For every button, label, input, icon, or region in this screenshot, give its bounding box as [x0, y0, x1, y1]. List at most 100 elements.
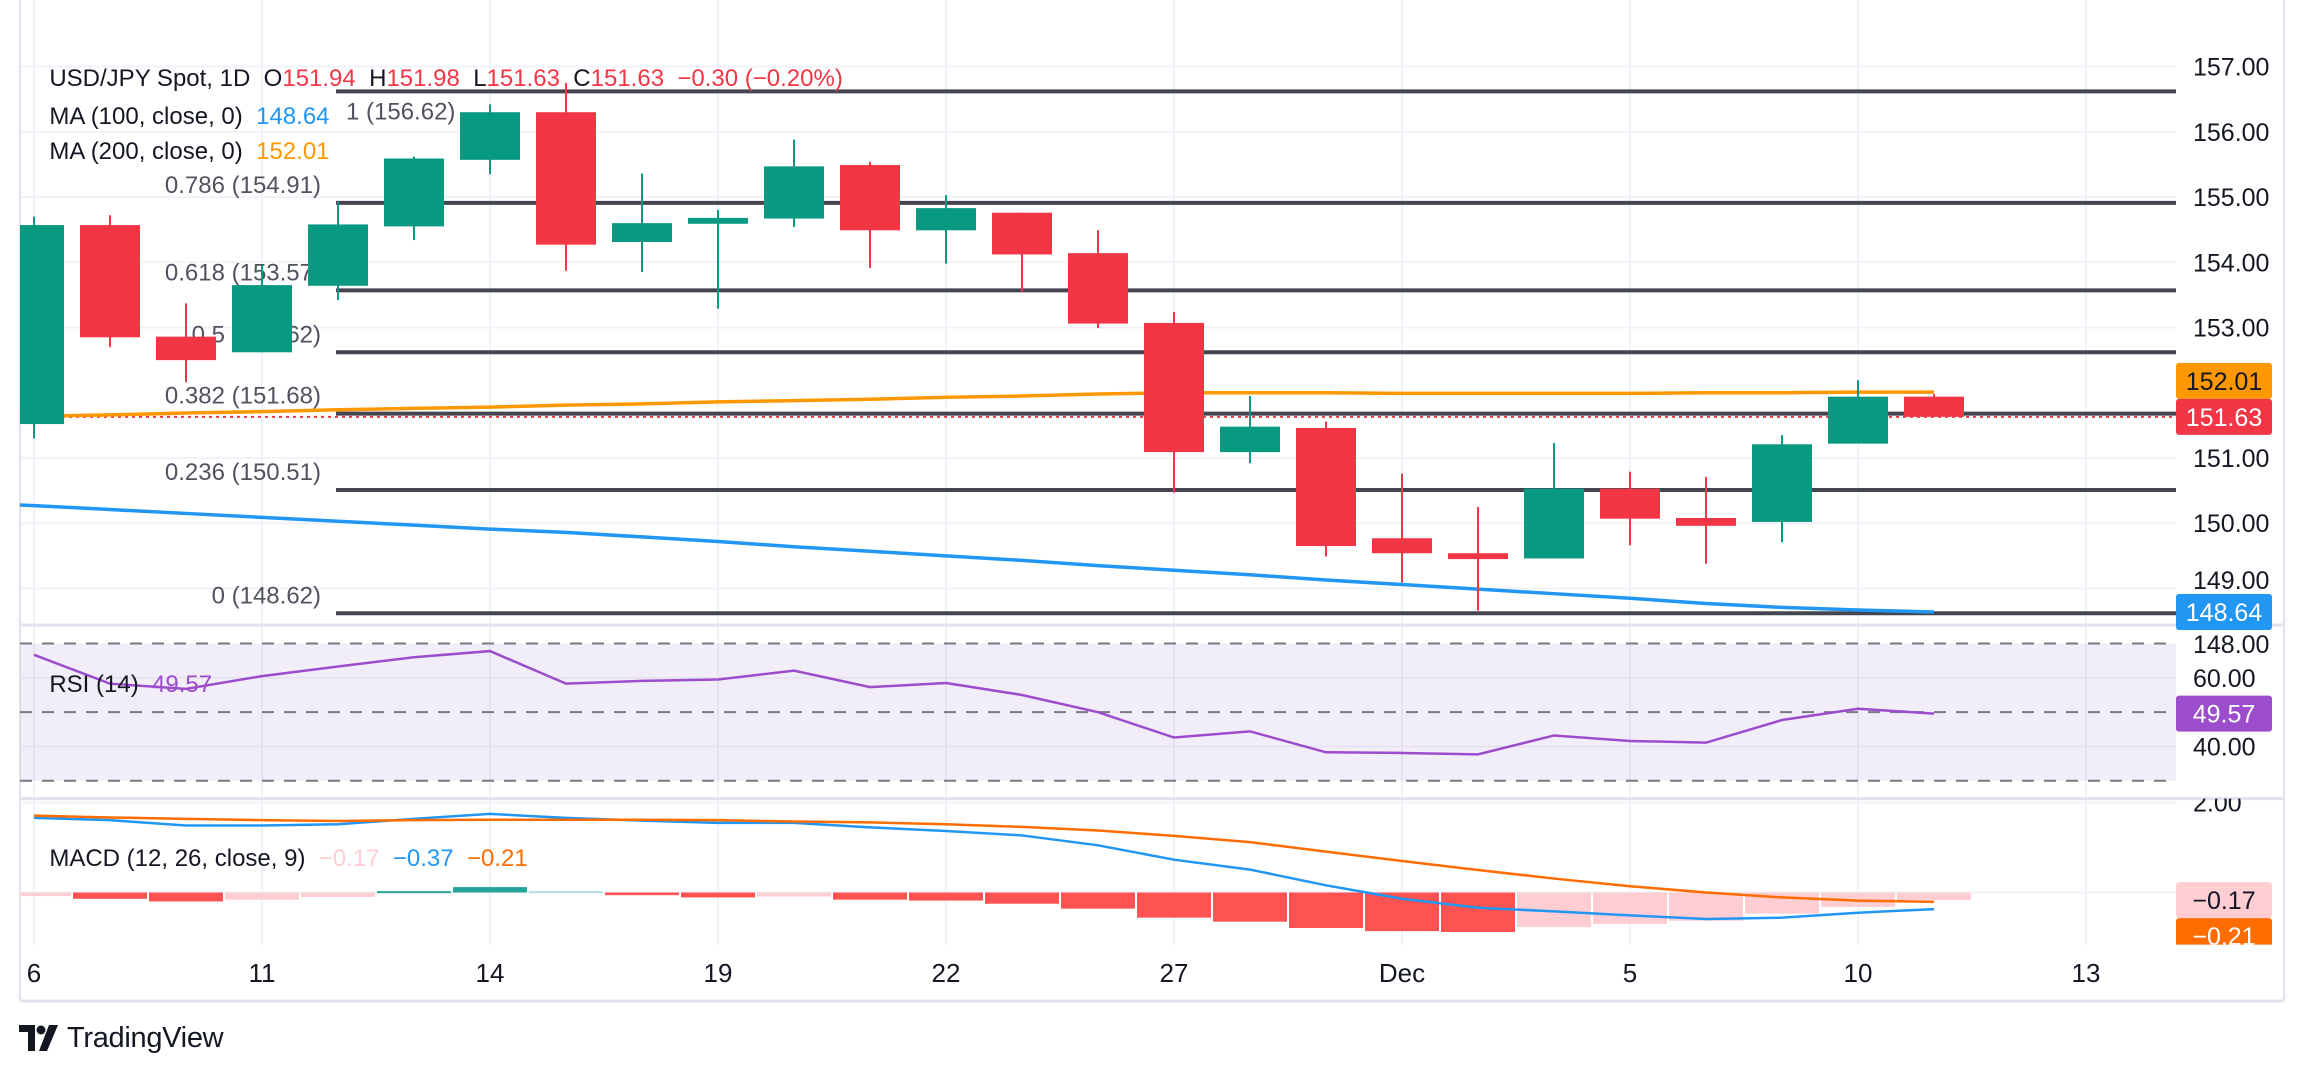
tradingview-logo[interactable]: TradingView: [19, 1018, 224, 1058]
date-tick-label: 14: [476, 958, 505, 988]
macd-badge-text: −0.21: [2192, 923, 2255, 951]
low-label: L: [473, 65, 487, 92]
macd-histogram-bar: [909, 892, 983, 901]
candle: [1752, 435, 1812, 543]
price-tick-label: 150.00: [2193, 510, 2269, 538]
rsi-badge: 49.57: [2176, 695, 2272, 732]
candle-body-up: [612, 223, 672, 243]
candle: [1448, 506, 1508, 611]
candle: [232, 265, 292, 353]
macd-badge: −0.21: [2176, 918, 2272, 951]
candle: [1600, 471, 1660, 546]
date-tick-label: 11: [249, 958, 276, 988]
macd-badge-text: −0.17: [2192, 887, 2255, 915]
candle-body-up: [232, 285, 292, 353]
candle: [1372, 473, 1432, 583]
macd-hist-value: −0.17: [318, 845, 380, 872]
price-badge: 148.64: [2176, 593, 2272, 630]
candle: [1828, 380, 1888, 444]
fib-level-label: 0 (148.62): [212, 582, 321, 609]
candle: [916, 195, 976, 264]
macd-histogram-bar: [1289, 892, 1363, 928]
candle: [1068, 230, 1128, 329]
candle: [1296, 421, 1356, 557]
macd-histogram-bar: [757, 892, 831, 897]
ma200-label: MA (200, close, 0): [49, 138, 243, 165]
candle-body-up: [460, 112, 520, 160]
candle-body-up: [916, 208, 976, 231]
macd-histogram-bar: [1669, 892, 1743, 921]
rsi-tick-label: 60.00: [2193, 665, 2256, 693]
macd-signal-line: [33, 814, 1935, 904]
candle-body-up: [764, 166, 824, 219]
candle-body-up: [1828, 396, 1888, 444]
candle-body-down: [80, 225, 140, 338]
candle-body-down: [536, 112, 596, 245]
date-tick-label: Dec: [1379, 958, 1425, 988]
macd-histogram-bar: [301, 892, 375, 897]
date-tick-label: 22: [932, 958, 961, 988]
candle: [840, 161, 900, 269]
candle: [1904, 394, 1964, 417]
symbol-legend[interactable]: USD/JPY Spot, 1D O151.94 H151.98 L151.63…: [36, 37, 843, 93]
macd-legend[interactable]: MACD (12, 26, close, 9) −0.17 −0.37 −0.2…: [36, 817, 528, 873]
price-tick-label: 148.00: [2193, 631, 2269, 659]
rsi-label: RSI (14): [49, 671, 139, 698]
candle-body-down: [1904, 396, 1964, 417]
fib-level-label: 0.786 (154.91): [165, 172, 321, 199]
ma200-line: [33, 390, 1934, 418]
rsi-tick-label: 40.00: [2193, 733, 2256, 761]
macd-histogram-bar: [20, 892, 71, 897]
candle-body-down: [840, 165, 900, 231]
high-label: H: [369, 65, 387, 92]
close-label: C: [573, 65, 591, 92]
rsi-badge-bg: [2176, 695, 2272, 732]
date-tick-label: 27: [1160, 958, 1189, 988]
axes[interactable]: 6 11 14 19 22 27 Dec 5 10 13 157.00 156.00 155.00 154…: [27, 54, 2272, 988]
macd-histogram-bar: [1897, 892, 1971, 901]
ma100-legend[interactable]: MA (100, close, 0) 148.64: [36, 75, 330, 131]
macd-histogram-bar: [377, 891, 451, 894]
date-tick-label: 6: [27, 958, 41, 988]
price-badge-bg: [2176, 398, 2272, 435]
ma100-value: 148.64: [256, 103, 330, 130]
macd-pane: [20, 801, 2176, 933]
price-badge-bg: [2176, 362, 2272, 399]
fib-level-label: 0.618 (153.57): [165, 259, 321, 286]
candle-body-down: [1068, 253, 1128, 324]
tradingview-logo-text: TradingView: [67, 1021, 224, 1054]
open-value: 151.94: [282, 65, 356, 92]
price-tick-label: 157.00: [2193, 54, 2269, 82]
candle: [992, 212, 1052, 292]
macd-histogram-bar: [149, 892, 223, 902]
candle-body-down: [1600, 488, 1660, 519]
candle: [308, 201, 368, 301]
candle-body-down: [1372, 538, 1432, 554]
candle: [1220, 396, 1280, 464]
macd-histogram-bar: [225, 892, 299, 900]
macd-tick-label: 2.00: [2193, 790, 2242, 818]
macd-label: MACD (12, 26, close, 9): [49, 845, 306, 872]
macd-histogram-bar: [453, 887, 527, 893]
macd-histogram-bar: [985, 892, 1059, 904]
candle-body-down: [1676, 518, 1736, 526]
candle-body-up: [1524, 488, 1584, 559]
macd-histogram-bar: [681, 892, 755, 898]
macd-histogram-bar: [1441, 892, 1515, 933]
candle: [156, 303, 216, 383]
macd-histogram-bar: [73, 892, 147, 899]
macd-histogram-bar: [529, 891, 603, 894]
candle-body-up: [688, 217, 748, 224]
ma200-legend[interactable]: MA (200, close, 0) 152.01: [36, 110, 329, 166]
macd-histogram-bar: [1593, 892, 1667, 924]
macd-histogram-bar: [605, 892, 679, 896]
price-badge-text: 148.64: [2186, 599, 2263, 627]
rsi-legend[interactable]: RSI (14) 49.57: [36, 643, 212, 699]
tradingview-logo-icon: [19, 1025, 58, 1051]
candle: [612, 173, 672, 273]
candle: [1676, 476, 1736, 564]
macd-signal-value: −0.21: [466, 845, 528, 872]
low-value: 151.63: [486, 65, 560, 92]
date-tick-label: 13: [2072, 958, 2101, 988]
